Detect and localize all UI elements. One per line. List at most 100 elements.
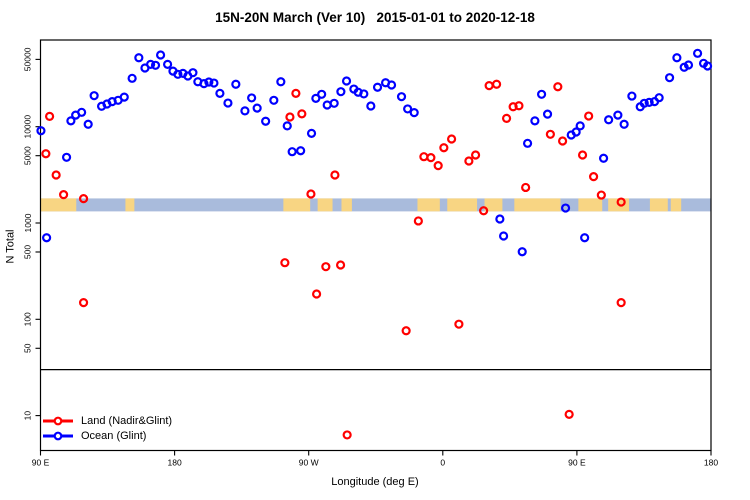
- map-band-land-segment: [40, 198, 77, 212]
- data-point-ocean: [223, 98, 233, 108]
- x-axis-label: Longitude (deg E): [331, 476, 419, 488]
- data-point-ocean: [409, 108, 419, 118]
- data-point-land: [297, 109, 307, 119]
- data-point-ocean: [247, 93, 257, 103]
- ocean-marker-icon: [43, 431, 73, 441]
- data-point-land: [311, 289, 322, 299]
- data-point-land: [291, 88, 301, 98]
- data-point-land: [335, 260, 346, 270]
- data-point-ocean: [311, 93, 321, 103]
- x-tick-label: 0: [440, 458, 445, 468]
- data-point-land: [78, 298, 89, 308]
- map-band-land-segment: [283, 198, 311, 212]
- y-tick-label: 50000: [23, 47, 33, 71]
- y-axis-label: N Total: [4, 229, 17, 264]
- data-point-ocean: [66, 116, 76, 126]
- data-point-ocean: [282, 121, 292, 131]
- data-point-ocean: [215, 88, 225, 98]
- legend-label-ocean: Ocean (Glint): [81, 429, 147, 442]
- data-point-land: [51, 170, 61, 180]
- y-tick-label: 10: [23, 411, 33, 421]
- data-point-ocean: [683, 60, 694, 70]
- data-point-ocean: [560, 203, 571, 213]
- data-point-land: [577, 150, 588, 160]
- data-point-ocean: [146, 59, 156, 69]
- data-point-land: [433, 161, 443, 171]
- data-point-ocean: [173, 69, 183, 79]
- data-point-ocean: [613, 110, 623, 120]
- legend-label-land: Land (Nadir&Glint): [81, 415, 173, 428]
- data-point-ocean: [536, 89, 547, 99]
- data-point-land: [330, 170, 340, 180]
- data-point-land: [285, 112, 295, 122]
- data-point-ocean: [89, 91, 99, 101]
- data-point-ocean: [702, 61, 713, 71]
- data-point-land: [514, 101, 524, 111]
- data-point-ocean: [204, 77, 214, 87]
- data-point-land: [446, 134, 457, 144]
- chart-title: 15N-20N March (Ver 10) 2015-01-01 to 202…: [215, 10, 535, 25]
- data-point-ocean: [619, 119, 629, 129]
- data-point-ocean: [162, 59, 173, 69]
- data-point-ocean: [664, 73, 675, 83]
- legend: Land (Nadir&Glint) Ocean (Glint): [42, 414, 172, 443]
- data-point-land: [564, 409, 574, 419]
- data-point-ocean: [372, 82, 383, 92]
- data-point-ocean: [654, 93, 664, 103]
- data-point-land: [41, 149, 51, 159]
- data-point-land: [58, 190, 69, 200]
- data-point-ocean: [287, 147, 297, 157]
- data-point-land: [616, 298, 626, 308]
- data-point-ocean: [42, 233, 52, 243]
- legend-item-ocean: Ocean (Glint): [42, 429, 172, 444]
- y-tick-label: 500: [23, 245, 33, 259]
- x-tick-label: 90 W: [299, 458, 319, 468]
- data-point-land: [588, 172, 599, 182]
- data-point-ocean: [530, 116, 540, 126]
- data-point-land: [306, 189, 316, 199]
- data-point-ocean: [231, 79, 241, 89]
- data-point-ocean: [317, 89, 327, 99]
- data-point-land: [616, 197, 626, 207]
- data-point-ocean: [692, 48, 703, 58]
- data-point-ocean: [261, 116, 271, 126]
- y-tick-label: 5000: [23, 146, 33, 165]
- data-point-ocean: [252, 103, 262, 113]
- data-point-ocean: [495, 214, 505, 224]
- data-point-ocean: [209, 78, 219, 88]
- map-band-land-segment: [447, 198, 478, 212]
- data-point-land: [342, 430, 352, 440]
- map-band-land-segment: [484, 198, 503, 212]
- data-point-ocean: [336, 87, 346, 97]
- data-point-land: [521, 182, 531, 193]
- map-band-land-segment: [341, 198, 352, 212]
- data-point-land: [596, 190, 606, 200]
- data-point-ocean: [134, 53, 144, 63]
- map-band-land-segment: [317, 198, 333, 212]
- data-point-land: [553, 82, 563, 92]
- data-point-land: [419, 152, 429, 162]
- y-tick-label: 50: [23, 343, 33, 353]
- data-point-ocean: [403, 104, 413, 114]
- data-point-ocean: [396, 92, 407, 102]
- data-point-ocean: [329, 98, 339, 108]
- data-point-ocean: [644, 97, 654, 107]
- data-point-ocean: [83, 119, 93, 129]
- data-point-ocean: [359, 89, 369, 99]
- data-point-land: [44, 111, 55, 121]
- data-point-ocean: [627, 91, 637, 101]
- y-tick-label: 100: [23, 312, 33, 326]
- data-point-land: [280, 258, 290, 268]
- data-point-ocean: [150, 60, 161, 70]
- data-point-ocean: [517, 247, 527, 257]
- data-point-ocean: [575, 121, 585, 131]
- data-point-ocean: [269, 95, 279, 105]
- data-point-ocean: [639, 98, 649, 108]
- data-point-ocean: [341, 76, 352, 86]
- data-point-land: [454, 319, 464, 329]
- data-point-land: [470, 150, 481, 160]
- y-tick-label: 10000: [23, 115, 33, 139]
- legend-circle: [53, 416, 63, 426]
